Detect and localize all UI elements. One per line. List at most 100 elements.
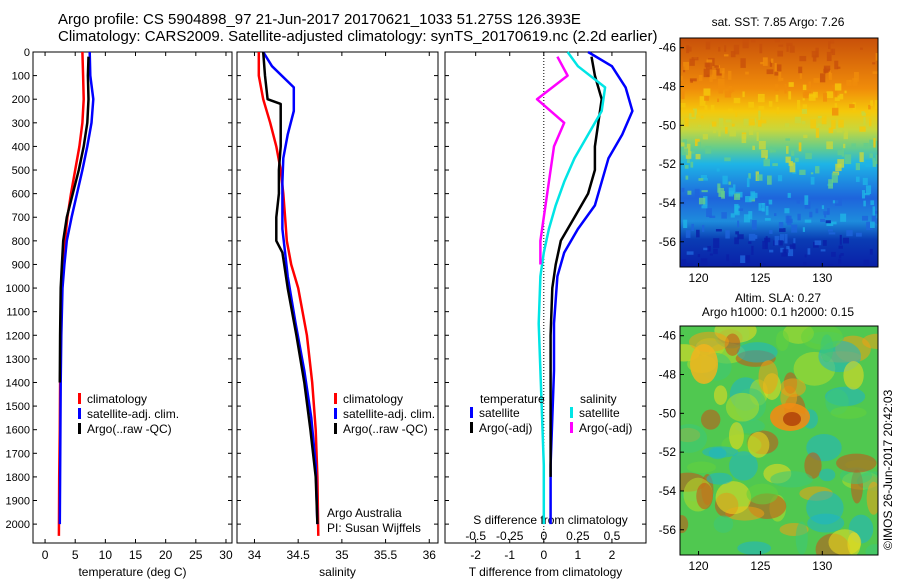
x-tick-label: 10 xyxy=(99,548,113,562)
sst-cell xyxy=(712,130,717,134)
sst-cell xyxy=(748,233,756,241)
sst-cell xyxy=(737,220,740,228)
legend-swatch xyxy=(78,393,81,404)
x-axis-label: T difference from climatology xyxy=(469,565,623,579)
series-argoadj xyxy=(535,56,569,265)
salinity-legend: climatology satellite-adj. clim. Argo(..ra… xyxy=(334,392,435,437)
sst-cell xyxy=(777,175,783,182)
sla-blob xyxy=(828,529,862,555)
sst-cell xyxy=(805,152,812,160)
sst-cell xyxy=(758,106,765,110)
map-x-tick-label: 125 xyxy=(750,271,770,285)
sst-cell xyxy=(685,151,692,159)
sst-cell xyxy=(828,71,831,79)
sst-cell xyxy=(757,93,765,103)
map-image xyxy=(680,326,878,555)
sst-cell xyxy=(834,103,838,110)
sst-cell xyxy=(681,262,687,267)
y-tick-label: 1100 xyxy=(6,307,30,319)
sst-cell xyxy=(810,172,814,175)
sst-cell xyxy=(804,254,807,258)
sst-cell xyxy=(784,123,790,128)
legend-swatch xyxy=(78,423,81,434)
sst-cell xyxy=(846,79,852,87)
sst-cell xyxy=(681,148,688,156)
map-x-tick-label: 120 xyxy=(689,559,709,573)
sst-cell xyxy=(789,162,796,173)
sst-cell xyxy=(703,88,711,96)
sst-cell xyxy=(798,142,802,152)
x-tick-label: 30 xyxy=(219,548,233,562)
sst-cell xyxy=(811,50,818,58)
legend-item: Argo(..raw -QC) xyxy=(78,422,179,437)
sst-cell xyxy=(791,150,795,156)
sst-cell xyxy=(721,71,725,79)
sst-cell xyxy=(799,169,806,175)
sst-cell xyxy=(691,57,699,61)
sla-blob xyxy=(843,361,864,390)
sst-cell xyxy=(830,48,833,54)
top-tick-label: 0 xyxy=(540,529,547,543)
sst-cell xyxy=(855,162,861,171)
sst-cell xyxy=(826,223,834,226)
sst-cell xyxy=(738,208,744,211)
sst-cell xyxy=(741,133,747,144)
sst-cell xyxy=(801,121,806,125)
sst-cell xyxy=(786,45,789,52)
sst-cell xyxy=(820,249,826,252)
sst-cell xyxy=(774,84,779,91)
legend-item: satellite xyxy=(470,406,532,421)
sst-cell xyxy=(870,100,874,107)
y-tick-label: 1500 xyxy=(6,401,30,413)
map-y-tick-label: -48 xyxy=(659,368,677,382)
sst-cell xyxy=(714,65,719,68)
sst-cell xyxy=(742,91,745,98)
sst-cell xyxy=(787,192,791,198)
sla-blob xyxy=(715,481,752,515)
sst-cell xyxy=(681,187,685,193)
sst-cell xyxy=(774,62,777,72)
sst-cell xyxy=(770,264,776,267)
legend-item: satellite-adj. clim. xyxy=(334,407,435,422)
x-tick-label: 35.5 xyxy=(374,548,398,562)
sst-cell xyxy=(682,199,686,205)
sst-cell xyxy=(733,44,740,55)
top-tick-label: 0.25 xyxy=(566,529,590,543)
sst-cell xyxy=(755,235,758,239)
sla-blob xyxy=(779,378,806,397)
y-tick-label: 1600 xyxy=(6,425,30,437)
sla-blob xyxy=(862,333,878,349)
sst-cell xyxy=(715,68,723,76)
sst-cell xyxy=(763,158,770,167)
map-y-tick-label: -46 xyxy=(659,329,677,343)
sst-map-title: sat. SST: 7.85 Argo: 7.26 xyxy=(711,15,845,29)
plot-frame xyxy=(236,51,439,544)
sst-cell xyxy=(797,213,801,221)
series-argorawqc xyxy=(58,56,90,383)
y-tick-label: 1800 xyxy=(6,472,30,484)
map-x-tick-label: 130 xyxy=(812,271,832,285)
sla-blob xyxy=(713,515,734,533)
y-tick-label: 500 xyxy=(12,165,30,177)
sst-cell xyxy=(815,208,819,214)
sst-cell xyxy=(867,106,871,114)
sla-blob xyxy=(680,515,689,534)
sst-cell xyxy=(839,234,842,245)
sst-cell xyxy=(702,133,708,140)
sst-cell xyxy=(701,224,705,232)
sst-cell xyxy=(802,104,808,109)
legend-label: Argo(..raw -QC) xyxy=(343,422,428,436)
sst-cell xyxy=(704,105,708,111)
x-tick-label: 0 xyxy=(540,548,547,562)
sst-cell xyxy=(769,249,774,253)
sst-cell xyxy=(844,128,849,134)
sst-cell xyxy=(804,195,809,205)
sla-blob xyxy=(737,541,772,555)
plot-frame xyxy=(444,51,647,544)
sst-cell xyxy=(748,241,752,244)
legend-header-temperature: temperature xyxy=(480,392,545,406)
sla-blob xyxy=(775,330,789,351)
legend-salinity-items: satellite Argo(-adj) xyxy=(570,406,632,436)
sla-blob xyxy=(795,521,808,555)
sst-cell xyxy=(694,138,700,147)
